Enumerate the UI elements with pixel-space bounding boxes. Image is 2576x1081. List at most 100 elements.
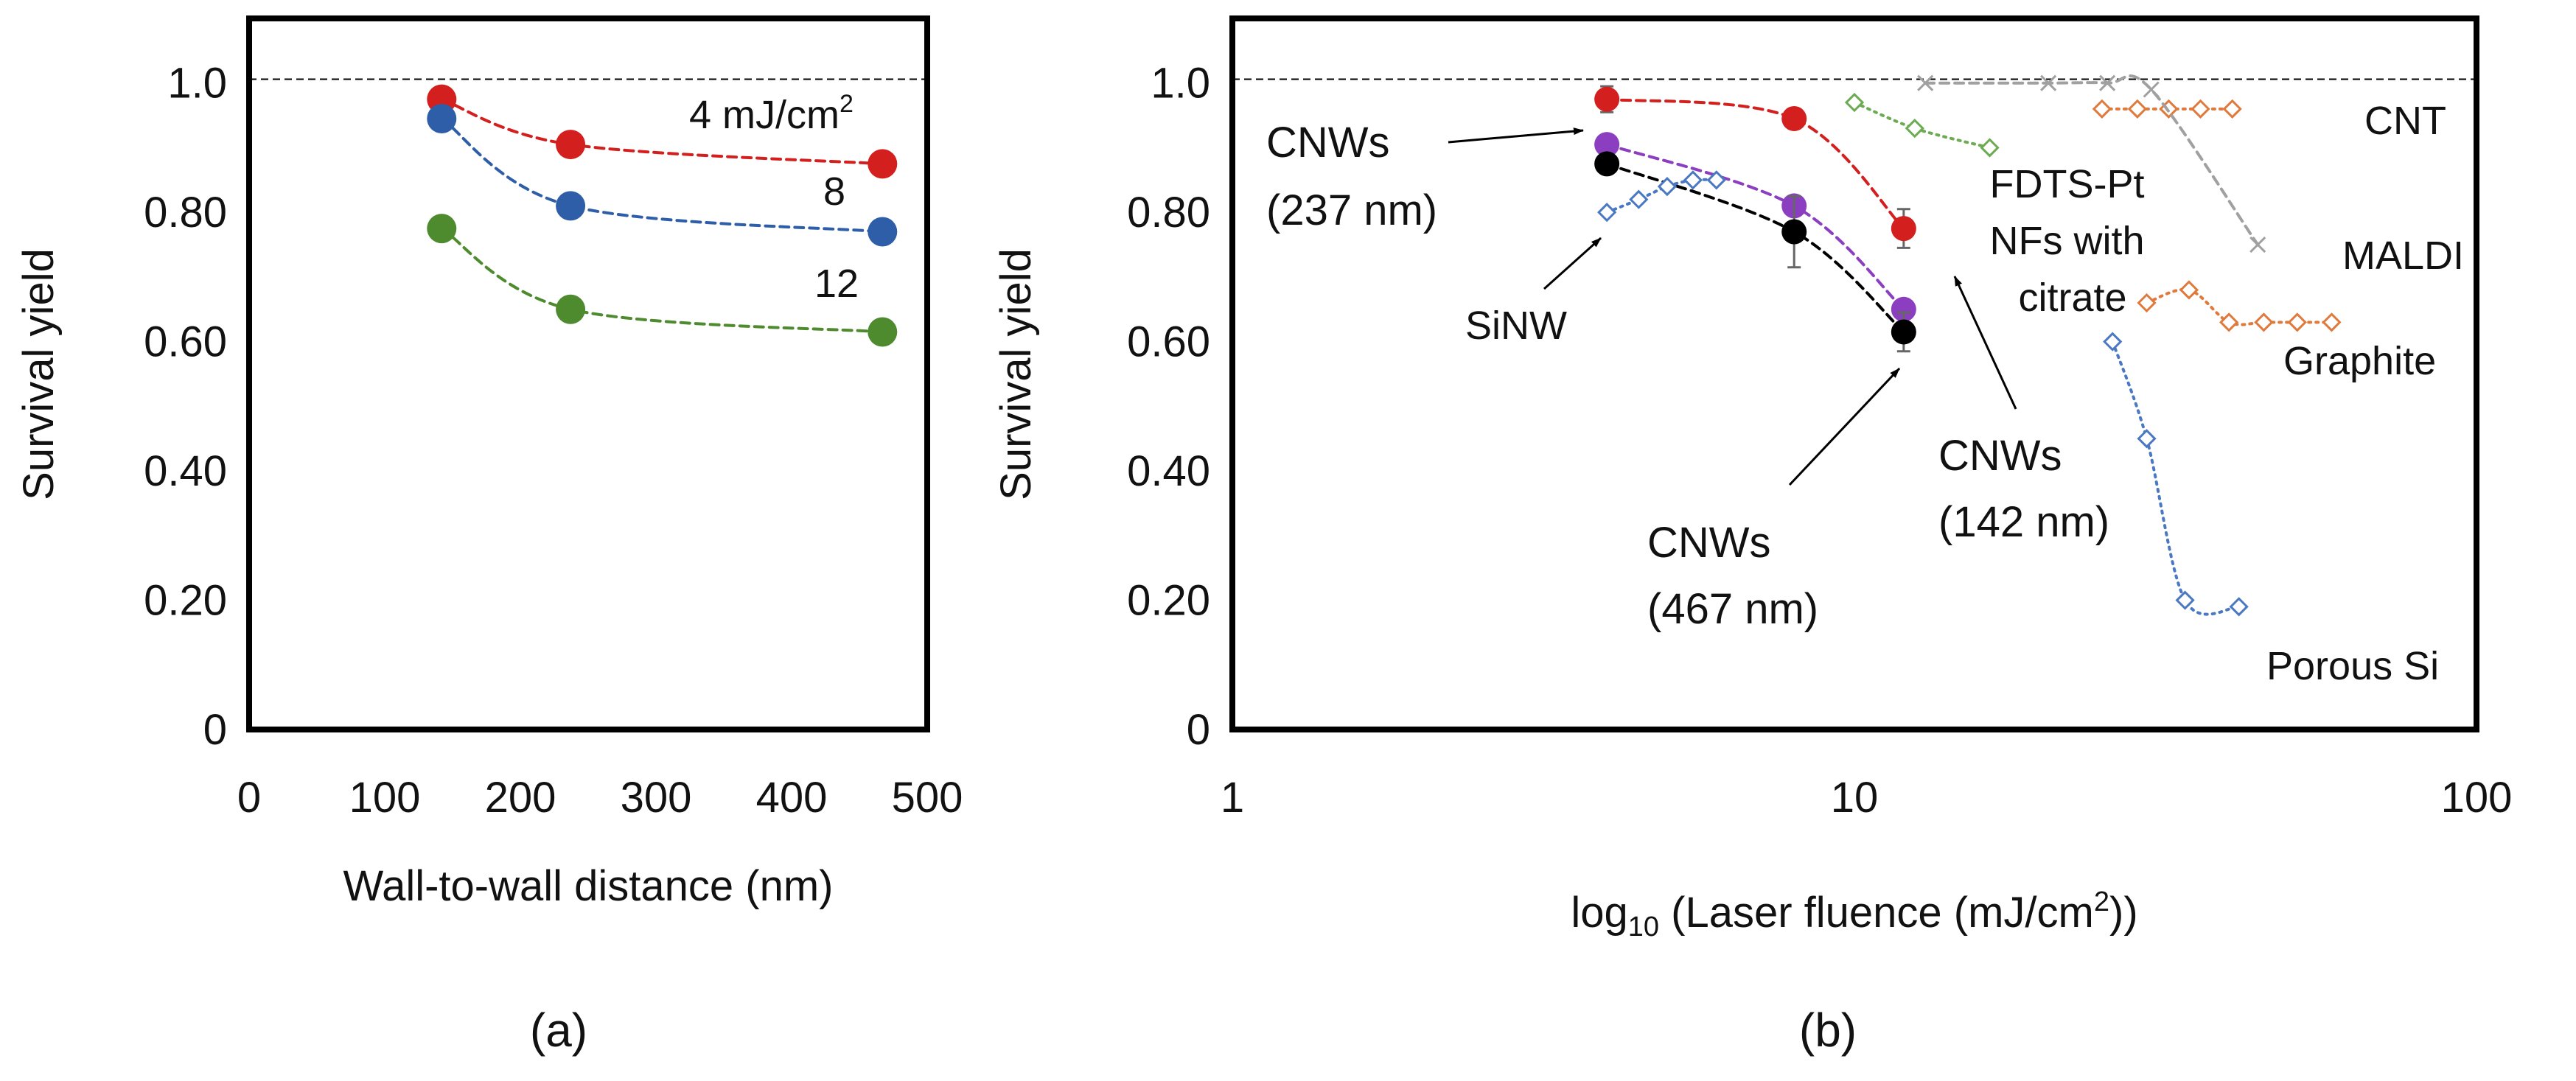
panel-a-caption: (a) — [530, 1004, 587, 1057]
data-point-8 — [868, 217, 898, 247]
series-line-b-porous-si — [2111, 340, 2241, 616]
data-point-cnt — [2222, 99, 2242, 119]
panel-b-caption: (b) — [1799, 1004, 1857, 1057]
data-point-sinw — [1683, 170, 1703, 190]
panel-a-chart: 0 0.20 0.40 0.60 0.80 1.0 0 100 200 300 400 500 4 … — [15, 15, 963, 1057]
data-point-cnws-142-nm — [1891, 296, 1916, 322]
panel-a-y-tick-label: 0.80 — [144, 189, 227, 237]
panel-a-plot-area — [246, 15, 930, 732]
panel-a-y-tick-label: 0.40 — [144, 447, 227, 495]
series-line-b-maldi — [1924, 74, 2260, 247]
data-point-fdts-pt-nfs-with-citrate — [1844, 92, 1865, 113]
data-point-maldi — [2040, 74, 2057, 91]
data-point-porous-si — [2103, 332, 2123, 351]
panel-b-y-tick-label: 1.0 — [1151, 60, 1210, 108]
panel-a-label-4: 4 mJ/cm2 — [689, 90, 854, 137]
data-point-graphite — [2254, 312, 2274, 332]
data-point-cnt — [2092, 99, 2112, 119]
panel-a-x-tick-label: 200 — [485, 774, 556, 822]
data-point-sinw — [1706, 170, 1726, 190]
data-point-cnws-237-nm — [1594, 86, 1620, 112]
panel-a-x-axis-label: Wall-to-wall distance (nm) — [343, 862, 834, 910]
data-point-graphite — [2179, 280, 2199, 300]
data-point-maldi — [1917, 74, 1934, 91]
data-point-sinw — [1629, 189, 1649, 209]
series-a-8 — [427, 103, 898, 247]
data-point-cnws-237-nm — [1891, 216, 1916, 242]
panel-a-y-tick-label: 0.20 — [144, 577, 227, 625]
data-point-graphite — [2322, 312, 2342, 332]
arrow-sinw — [1543, 237, 1602, 290]
series-b-graphite — [2137, 280, 2342, 332]
panel-a-label-8: 8 — [823, 169, 845, 214]
label-porous-si: Porous Si — [2266, 644, 2439, 688]
data-point-cnws-142-nm — [1594, 132, 1620, 158]
data-point-porous-si — [2137, 429, 2157, 449]
arrow-cnw237 — [1448, 127, 1584, 144]
series-b-fdts-pt-nfs-with-citrate — [1844, 92, 2000, 158]
panel-b-x-tick-label: 100 — [2441, 774, 2513, 822]
data-point-4-mj-cm2 — [868, 149, 898, 179]
label-cnw467: CNWs (467 nm) — [1647, 519, 1818, 633]
panel-b-y-tick-label: 0 — [1187, 706, 1210, 754]
data-point-graphite — [2137, 293, 2157, 313]
label-cnw142: CNWs (142 nm) — [1938, 432, 2109, 546]
series-b-sinw — [1597, 170, 1726, 223]
data-point-porous-si — [2175, 590, 2195, 610]
data-point-cnt — [2191, 99, 2210, 119]
data-point-porous-si — [2229, 597, 2249, 617]
data-point-maldi — [2099, 74, 2116, 91]
panel-b-plot-area — [1229, 15, 2479, 732]
data-point-8 — [556, 191, 586, 221]
panel-a-x-tick-label: 100 — [349, 774, 421, 822]
panel-a-x-tick-label: 400 — [756, 774, 828, 822]
data-point-8 — [427, 103, 457, 133]
series-line-b-fdts-pt-nfs-with-citrate — [1853, 101, 1992, 150]
arrow-cnw467 — [1788, 367, 1901, 486]
data-point-fdts-pt-nfs-with-citrate — [1905, 119, 1924, 139]
series-b-porous-si — [2103, 332, 2249, 617]
panel-b-y-tick-label: 0.20 — [1127, 577, 1210, 625]
series-line-a-12 — [440, 227, 884, 334]
arrow-cnw142 — [1953, 276, 2017, 410]
series-b-maldi — [1917, 74, 2266, 253]
label-cnw237: CNWs (237 nm) — [1266, 119, 1437, 234]
label-sinw: SiNW — [1465, 304, 1567, 348]
data-point-graphite — [2219, 312, 2239, 332]
panel-a-x-tick-label: 300 — [621, 774, 692, 822]
data-point-cnt — [2127, 99, 2148, 119]
panel-b-chart: 0 0.20 0.40 0.60 0.80 1.0 1 10 100 CNWs (237 nm… — [992, 15, 2513, 1057]
label-fdts: FDTS-Pt NFs with citrate — [1989, 162, 2155, 320]
series-line-a-4-mj-cm2 — [440, 97, 884, 166]
data-point-cnws-467-nm — [1891, 319, 1916, 345]
data-point-cnws-467-nm — [1781, 219, 1807, 245]
panel-a-y-tick-label: 0.60 — [144, 318, 227, 366]
data-point-cnws-467-nm — [1594, 151, 1620, 177]
data-point-graphite — [2287, 312, 2307, 332]
label-maldi: MALDI — [2342, 234, 2464, 278]
data-point-4-mj-cm2 — [556, 130, 586, 160]
data-point-12 — [427, 214, 457, 244]
panel-b-x-tick-label: 1 — [1221, 774, 1244, 822]
panel-b-y-tick-label: 0.40 — [1127, 447, 1210, 495]
panel-a-y-tick-label: 1.0 — [167, 60, 227, 108]
panel-a-label-12: 12 — [814, 262, 859, 306]
series-a-12 — [427, 214, 898, 347]
panel-b-y-axis-label: Survival yield — [992, 248, 1040, 500]
data-point-maldi — [2143, 81, 2160, 98]
series-b-cnws-237-nm — [1594, 85, 1916, 249]
series-line-a-8 — [440, 116, 884, 234]
panel-b-x-tick-label: 10 — [1831, 774, 1879, 822]
panel-b-x-axis-label: log10 (Laser fluence (mJ/cm2)) — [1571, 886, 2137, 942]
panel-a-y-tick-label: 0 — [203, 706, 227, 754]
panel-b-y-tick-label: 0.80 — [1127, 189, 1210, 237]
data-point-sinw — [1657, 176, 1678, 197]
series-line-b-cnws-237-nm — [1605, 97, 1905, 231]
panel-a-y-axis-label: Survival yield — [15, 248, 63, 500]
series-line-b-graphite — [2145, 287, 2334, 326]
data-point-cnws-237-nm — [1781, 105, 1807, 131]
data-point-12 — [868, 317, 898, 347]
label-graphite: Graphite — [2283, 339, 2436, 383]
data-point-fdts-pt-nfs-with-citrate — [1980, 138, 2000, 158]
